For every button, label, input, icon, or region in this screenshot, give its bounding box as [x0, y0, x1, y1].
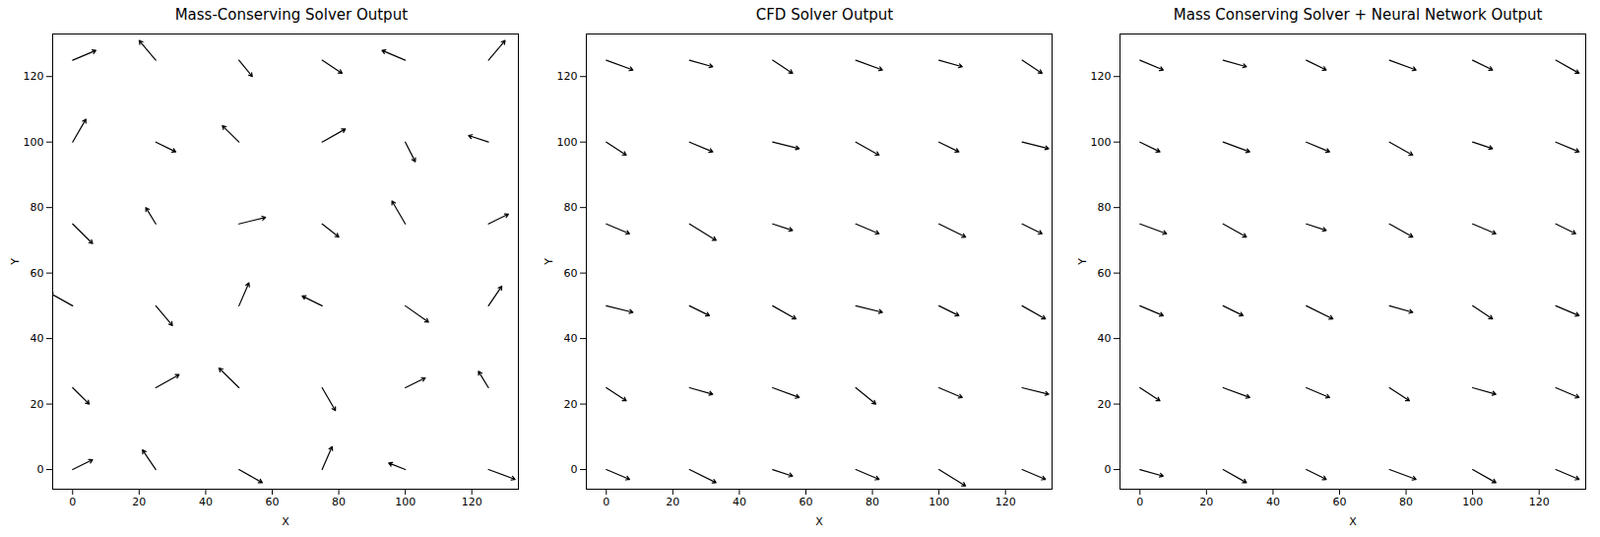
- svg-text:60: 60: [1332, 495, 1346, 509]
- svg-text:Y: Y: [542, 257, 556, 266]
- svg-text:100: 100: [23, 135, 45, 149]
- svg-text:X: X: [1348, 514, 1357, 528]
- svg-text:120: 120: [461, 495, 483, 509]
- svg-text:80: 80: [1399, 495, 1413, 509]
- svg-text:60: 60: [1096, 266, 1111, 280]
- svg-text:0: 0: [602, 495, 610, 509]
- svg-text:20: 20: [1096, 397, 1111, 411]
- svg-text:100: 100: [394, 495, 416, 509]
- svg-text:0: 0: [1103, 462, 1111, 476]
- svg-text:120: 120: [1089, 69, 1111, 83]
- svg-text:100: 100: [928, 495, 950, 509]
- svg-text:20: 20: [563, 397, 577, 411]
- svg-text:60: 60: [265, 495, 280, 509]
- svg-text:40: 40: [198, 495, 213, 509]
- svg-text:120: 120: [995, 495, 1017, 509]
- svg-text:20: 20: [132, 495, 147, 509]
- svg-text:80: 80: [865, 495, 880, 509]
- html-text:Mass-Conserving Solver Output: Mass-Conserving Solver Output: [174, 5, 408, 24]
- svg-text:60: 60: [563, 266, 577, 280]
- svg-text:X: X: [282, 514, 291, 528]
- svg-text:Y: Y: [9, 257, 23, 266]
- svg-text:60: 60: [30, 266, 45, 280]
- svg-text:0: 0: [1136, 495, 1144, 509]
- svg-text:40: 40: [1266, 495, 1280, 509]
- svg-text:120: 120: [1528, 495, 1549, 509]
- svg-text:0: 0: [570, 462, 577, 476]
- svg-text:0: 0: [69, 495, 77, 509]
- svg-text:20: 20: [1199, 495, 1214, 509]
- html-text:CFD Solver Output: CFD Solver Output: [755, 5, 894, 24]
- svg-text:40: 40: [30, 331, 45, 345]
- svg-text:100: 100: [1089, 135, 1111, 149]
- svg-text:40: 40: [1096, 331, 1111, 345]
- svg-text:80: 80: [563, 200, 577, 214]
- svg-text:40: 40: [732, 495, 747, 509]
- svg-text:0: 0: [37, 462, 45, 476]
- html-text:Mass Conserving Solver + Neura: Mass Conserving Solver + Neural Network …: [1173, 5, 1543, 24]
- svg-text:20: 20: [665, 495, 680, 509]
- svg-text:120: 120: [23, 69, 45, 83]
- svg-text:80: 80: [331, 495, 346, 509]
- svg-text:20: 20: [30, 397, 45, 411]
- svg-text:80: 80: [30, 200, 45, 214]
- svg-text:60: 60: [798, 495, 813, 509]
- svg-text:100: 100: [556, 135, 577, 149]
- svg-text:100: 100: [1462, 495, 1483, 509]
- svg-text:80: 80: [1096, 200, 1111, 214]
- svg-text:40: 40: [563, 331, 577, 345]
- svg-text:120: 120: [556, 69, 577, 83]
- svg-text:X: X: [815, 514, 824, 528]
- svg-text:Y: Y: [1076, 257, 1089, 266]
